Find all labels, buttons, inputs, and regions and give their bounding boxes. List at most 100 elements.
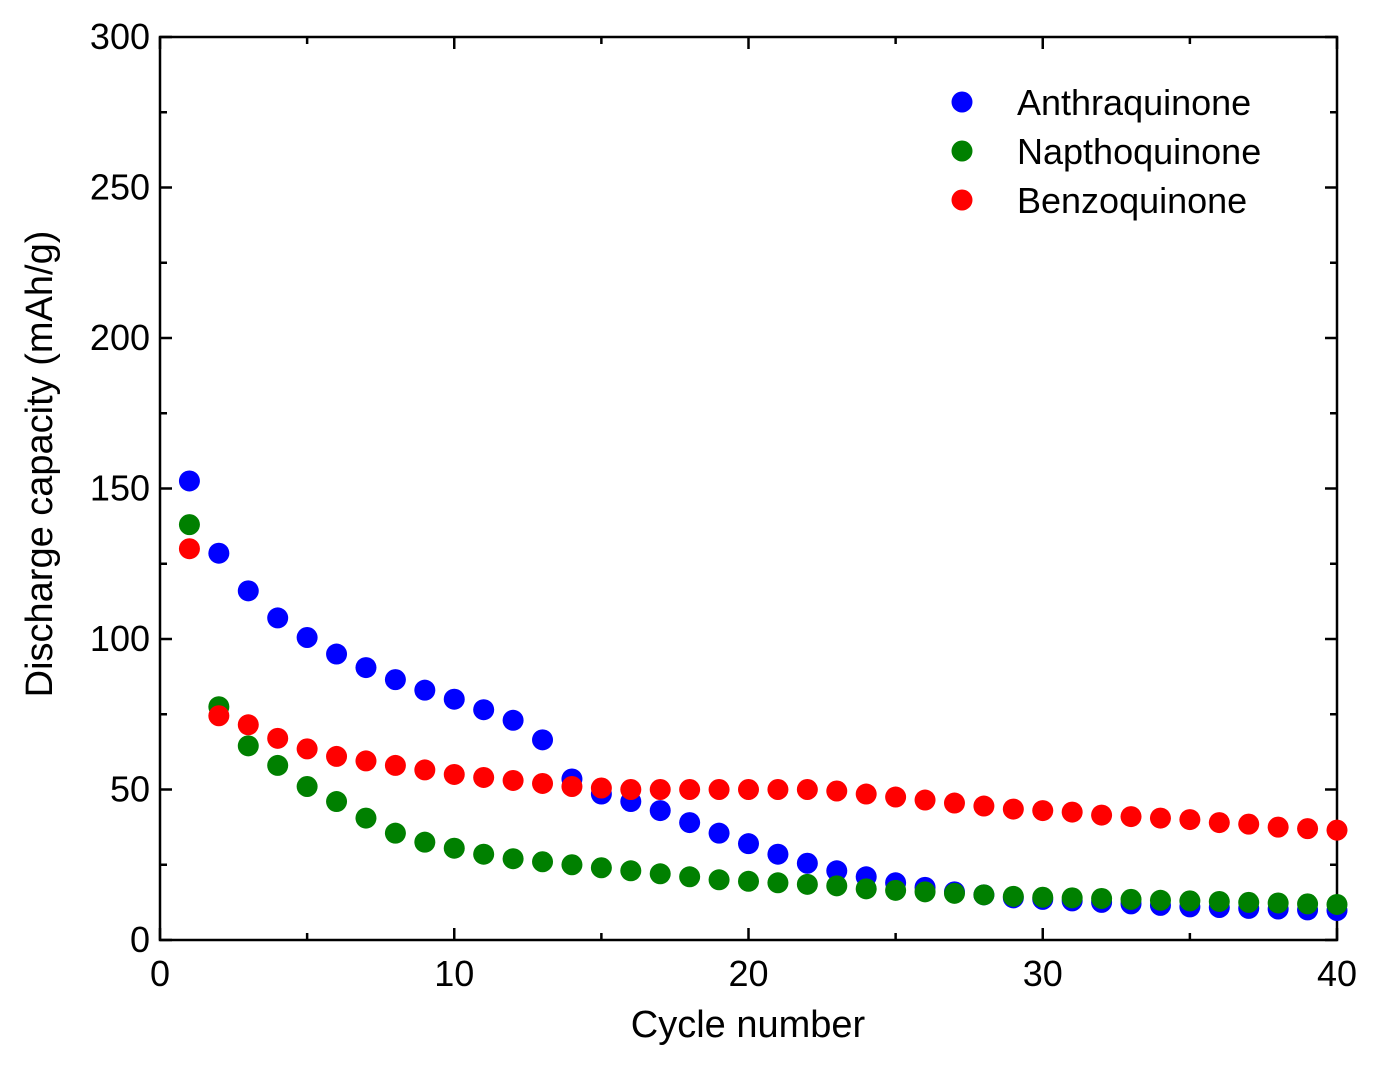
data-point xyxy=(738,779,759,800)
series-anthraquinone xyxy=(178,470,1348,922)
data-point xyxy=(502,769,524,791)
data-point xyxy=(237,714,259,736)
data-point xyxy=(1179,809,1201,831)
data-point xyxy=(914,789,936,811)
data-point xyxy=(532,851,554,873)
data-point xyxy=(414,759,436,781)
data-point xyxy=(326,791,348,813)
data-point xyxy=(826,875,848,897)
data-point xyxy=(943,792,965,814)
y-tick-label: 100 xyxy=(90,618,150,659)
data-point xyxy=(561,775,583,797)
data-point xyxy=(1061,887,1083,909)
data-point xyxy=(767,779,789,800)
y-tick-label: 50 xyxy=(110,769,150,810)
data-point xyxy=(649,779,671,800)
data-point xyxy=(1326,819,1348,841)
data-point xyxy=(679,866,701,888)
data-point xyxy=(355,750,377,772)
data-point xyxy=(326,745,348,767)
data-point xyxy=(443,688,465,710)
data-point xyxy=(1061,801,1083,823)
data-point xyxy=(1208,890,1230,912)
legend-marker xyxy=(951,91,973,113)
data-point xyxy=(1002,885,1024,907)
data-point xyxy=(178,470,200,492)
data-point xyxy=(973,884,995,906)
data-point xyxy=(973,795,995,817)
data-point xyxy=(855,783,877,805)
data-point xyxy=(796,779,818,800)
data-point xyxy=(708,779,730,800)
legend-marker xyxy=(951,140,973,162)
data-point xyxy=(1208,812,1230,834)
data-point xyxy=(767,843,789,865)
x-tick-label: 40 xyxy=(1317,953,1357,994)
data-point xyxy=(1297,818,1319,840)
data-point xyxy=(679,779,701,800)
data-point xyxy=(384,669,406,691)
data-point xyxy=(561,854,583,876)
legend-label: Benzoquinone xyxy=(1017,180,1247,221)
data-point xyxy=(796,873,818,895)
y-tick-label: 300 xyxy=(90,16,150,57)
data-point xyxy=(679,812,701,834)
x-tick-label: 0 xyxy=(150,953,170,994)
data-point xyxy=(502,848,524,870)
data-point xyxy=(296,626,318,648)
data-point xyxy=(326,643,348,665)
data-point xyxy=(1002,798,1024,820)
data-point xyxy=(502,709,524,731)
data-point xyxy=(296,775,318,797)
data-point xyxy=(355,657,377,679)
data-point xyxy=(1091,804,1113,826)
data-point xyxy=(1267,892,1289,914)
data-point xyxy=(532,772,554,794)
legend: Anthraquinone Napthoquinone Benzoquinone xyxy=(951,82,1261,221)
y-tick-label: 200 xyxy=(90,317,150,358)
data-point xyxy=(1326,893,1348,915)
data-point xyxy=(649,863,671,885)
data-point xyxy=(738,833,759,855)
data-point xyxy=(649,800,671,822)
data-point xyxy=(590,857,612,879)
data-point xyxy=(473,843,495,865)
data-point xyxy=(620,860,642,882)
series-benzoquinone xyxy=(178,538,1348,841)
data-point xyxy=(355,807,377,829)
data-point xyxy=(267,607,289,629)
y-tick-label: 0 xyxy=(130,919,150,960)
data-point xyxy=(738,870,759,892)
data-point xyxy=(796,852,818,874)
data-point xyxy=(473,699,495,721)
data-point xyxy=(384,754,406,776)
x-tick-label: 30 xyxy=(1023,953,1063,994)
data-point xyxy=(384,822,406,844)
data-point xyxy=(1120,806,1142,828)
data-point xyxy=(826,860,848,882)
data-point xyxy=(855,878,877,900)
data-point xyxy=(208,542,230,564)
data-point xyxy=(237,580,259,602)
data-point xyxy=(826,780,848,802)
data-point xyxy=(1179,890,1201,912)
series-napthoquinone xyxy=(178,514,1348,915)
x-tick-label: 10 xyxy=(434,953,474,994)
data-point xyxy=(767,872,789,894)
data-point xyxy=(473,766,495,788)
data-point xyxy=(237,735,259,757)
data-point xyxy=(267,754,289,776)
data-point xyxy=(1267,816,1289,838)
data-point xyxy=(178,514,200,536)
data-point xyxy=(443,763,465,785)
data-point xyxy=(1238,813,1260,835)
data-point xyxy=(208,705,230,727)
data-point xyxy=(885,879,907,901)
data-point xyxy=(1120,888,1142,910)
data-point xyxy=(443,837,465,859)
data-point xyxy=(1091,887,1113,909)
y-axis-label: Discharge capacity (mAh/g) xyxy=(19,231,61,698)
data-point xyxy=(590,777,612,799)
data-point xyxy=(178,538,200,560)
